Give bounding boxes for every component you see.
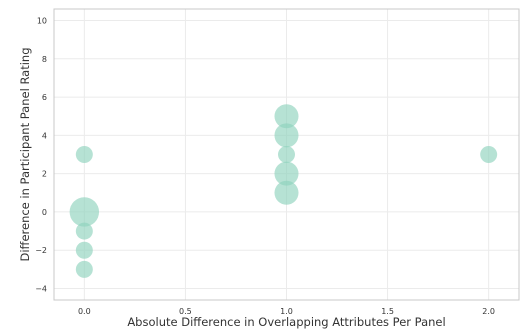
y-tick-label: −2 [35,246,47,255]
x-tick-label: 1.5 [381,307,394,316]
data-point [274,180,299,205]
y-tick-label: 0 [42,208,47,217]
data-point [69,197,100,227]
data-point [75,241,93,259]
y-tick-labels: −4 −2 0 2 4 6 8 10 [35,16,47,293]
x-tick-labels: 0.0 0.5 1.0 1.5 2.0 [78,307,495,316]
plot-frame [53,8,520,301]
data-point [75,146,93,163]
data-point [274,161,299,186]
y-tick-label: 10 [37,16,47,25]
y-tick-label: 8 [42,55,47,64]
data-point [278,146,295,163]
data-point [75,222,93,240]
data-point [75,260,93,278]
x-tick-label: 2.0 [482,307,495,316]
y-tick-label: −4 [35,285,47,294]
y-tick-label: 4 [42,131,47,140]
data-points [69,104,498,278]
data-point [274,104,299,129]
data-point [274,123,299,148]
x-tick-label: 0.5 [179,307,192,316]
x-tick-label: 1.0 [280,307,293,316]
x-axis-title: Absolute Difference in Overlapping Attri… [127,315,445,329]
y-axis-title: Difference in Participant Panel Rating [18,47,32,261]
y-tick-label: 6 [42,93,47,102]
x-tick-label: 0.0 [78,307,91,316]
data-point [480,146,498,163]
y-tick-label: 2 [42,170,47,179]
